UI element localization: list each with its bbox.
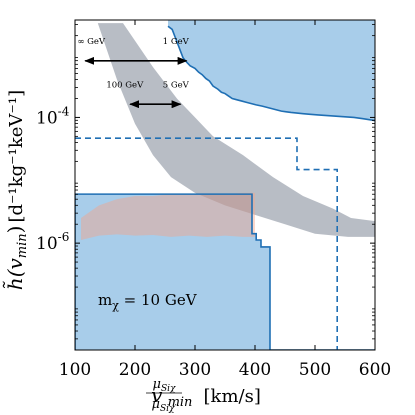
- arrow-annotation-3: 5 GeV: [163, 80, 190, 90]
- arrow-annotation-0: ∞ GeV: [77, 37, 106, 47]
- x-tick-label: 400: [239, 360, 271, 380]
- arrow-annotation-2: 100 GeV: [106, 80, 144, 90]
- x-tick-label: 500: [299, 360, 331, 380]
- y-tick-label: 10-4: [36, 104, 70, 128]
- y-axis-label: h̃(vmin)[d⁻¹kg⁻¹keV⁻¹]: [3, 90, 30, 290]
- x-tick-label: 300: [179, 360, 211, 380]
- svg-text:μSiχ: μSiχ: [153, 377, 176, 394]
- axes-frame: [74, 19, 376, 351]
- arrow-annotation-1: 1 GeV: [163, 37, 190, 47]
- x-tick-label: 600: [359, 360, 391, 380]
- mass-label: mχ = 10 GeV: [98, 291, 198, 312]
- limit-line-dashed-2: [75, 137, 338, 350]
- plot-area: ∞ GeV 1 GeV 100 GeV 5 GeV: [75, 20, 375, 350]
- x-tick-label: 200: [119, 360, 151, 380]
- svg-text:μSiχ′: μSiχ′: [152, 397, 177, 414]
- limit-line-solid-0: [75, 193, 375, 350]
- y-tick-label: 10-6: [36, 230, 69, 254]
- x-tick-label: 100: [59, 360, 91, 380]
- limit-line-solid-1: [167, 25, 375, 122]
- x-axis-coefficient: μSiχ μSiχ′: [146, 377, 182, 414]
- x-axis-label: v min [km/s]: [151, 383, 261, 410]
- band-orange: [81, 192, 255, 240]
- excluded-region-fill-upper: [168, 20, 375, 121]
- excluded-region-fill-lower: [75, 194, 375, 350]
